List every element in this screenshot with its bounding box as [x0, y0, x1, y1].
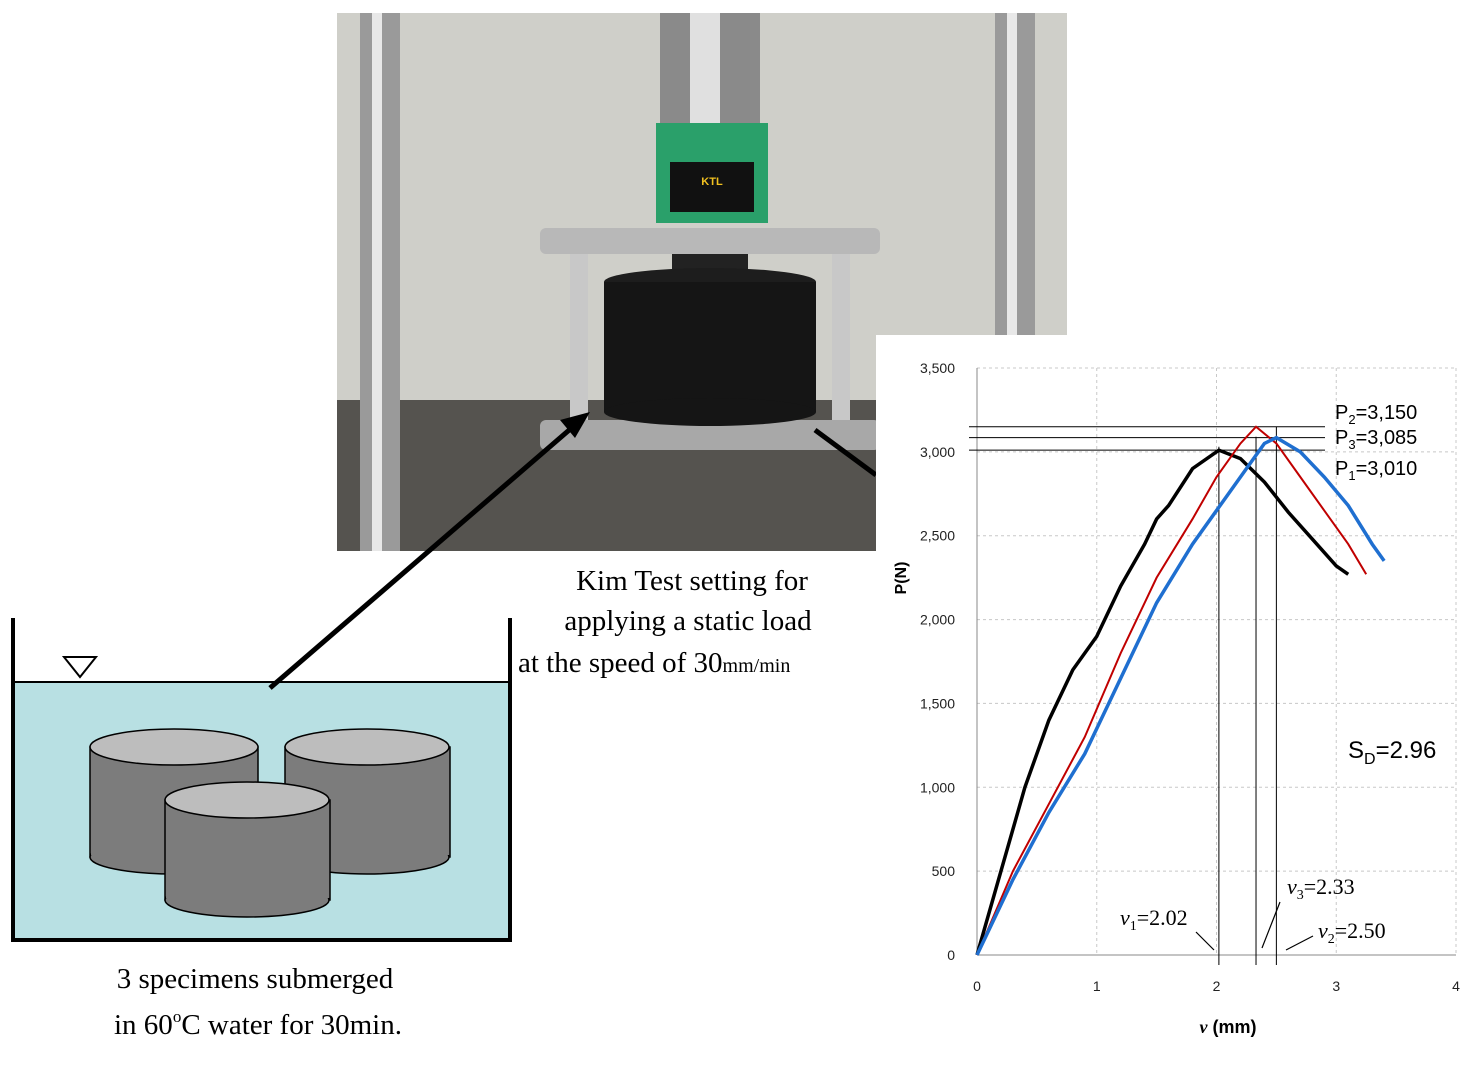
caption-part: C water for 30min.	[181, 1009, 402, 1041]
water-tank	[11, 618, 512, 942]
x-tick-label: 0	[973, 978, 981, 994]
ann-sub: 1	[1348, 468, 1355, 483]
annotation: v1=2.02	[1120, 905, 1188, 934]
caption-part: at the speed of 30	[518, 647, 723, 679]
caption-part: in 60	[114, 1009, 173, 1041]
tank-caption: 3 specimens submerged	[117, 963, 394, 995]
caption-unit: mm/min	[723, 655, 791, 677]
data-line	[975, 435, 1386, 956]
y-tick-label: 2,000	[920, 612, 955, 628]
x-tick-label: 4	[1452, 978, 1460, 994]
ann: S	[1348, 737, 1364, 764]
ann: =3,010	[1356, 458, 1418, 480]
x-tick-label: 1	[1093, 978, 1101, 994]
logo: KTL	[701, 176, 723, 188]
tank-caption: in 60oC water for 30min.	[114, 1007, 402, 1041]
x-tick-label: 2	[1213, 978, 1221, 994]
ann-sub: D	[1364, 751, 1376, 768]
ann: =2.50	[1335, 918, 1386, 943]
axis-var: v	[1200, 1017, 1209, 1037]
chart: 0 500 1,000 1,500 2,000 2,500 3,000 3,500 0 1 2 3 4	[920, 360, 1460, 994]
annotation: v2=2.50	[1318, 918, 1386, 947]
annotation: P1=3,010	[1335, 458, 1417, 483]
y-tick-label: 1,500	[920, 695, 955, 711]
arrows	[268, 412, 878, 690]
ann: =2.96	[1376, 737, 1437, 764]
ann-sub: 2	[1348, 412, 1355, 427]
x-tick-label: 3	[1332, 978, 1340, 994]
y-axis-label: P(N)	[893, 562, 910, 595]
ann: =3,085	[1356, 427, 1418, 449]
ann-sub: 2	[1328, 932, 1335, 947]
ann-sub: 3	[1348, 437, 1355, 452]
ann: P	[1335, 427, 1348, 449]
ann: P	[1335, 402, 1348, 424]
annotations: P2=3,150 P3=3,085 P1=3,010 SD=2.96 v1=2.…	[1120, 402, 1436, 951]
data-line	[975, 448, 1350, 956]
caption-sup: o	[173, 1007, 182, 1026]
y-tick-label: 3,000	[920, 444, 955, 460]
ann: P	[1335, 458, 1348, 480]
ann: v	[1287, 874, 1297, 899]
y-tick-label: 500	[932, 863, 956, 879]
ann: =2.33	[1304, 874, 1355, 899]
x-axis-label: v (mm)	[1200, 1017, 1257, 1037]
y-tick-label: 0	[947, 947, 955, 963]
photo-caption: applying a static load	[564, 605, 812, 637]
axis-unit: (mm)	[1208, 1017, 1257, 1037]
annotation: v3=2.33	[1287, 874, 1355, 903]
ann: =3,150	[1356, 402, 1418, 424]
annotation: P2=3,150	[1335, 402, 1417, 427]
y-tick-label: 1,000	[920, 779, 955, 795]
ann: v	[1318, 918, 1328, 943]
annotation: SD=2.96	[1348, 737, 1436, 768]
y-tick-label: 3,500	[920, 360, 955, 376]
ann-sub: 1	[1130, 919, 1137, 934]
y-tick-label: 2,500	[920, 528, 955, 544]
ann-sub: 3	[1297, 888, 1304, 903]
annotation: P3=3,085	[1335, 427, 1417, 452]
data-line	[976, 425, 1368, 956]
ann: =2.02	[1137, 905, 1188, 930]
photo-caption: at the speed of 30mm/min	[518, 647, 790, 679]
ann: v	[1120, 905, 1130, 930]
photo-caption: Kim Test setting for	[576, 565, 808, 597]
